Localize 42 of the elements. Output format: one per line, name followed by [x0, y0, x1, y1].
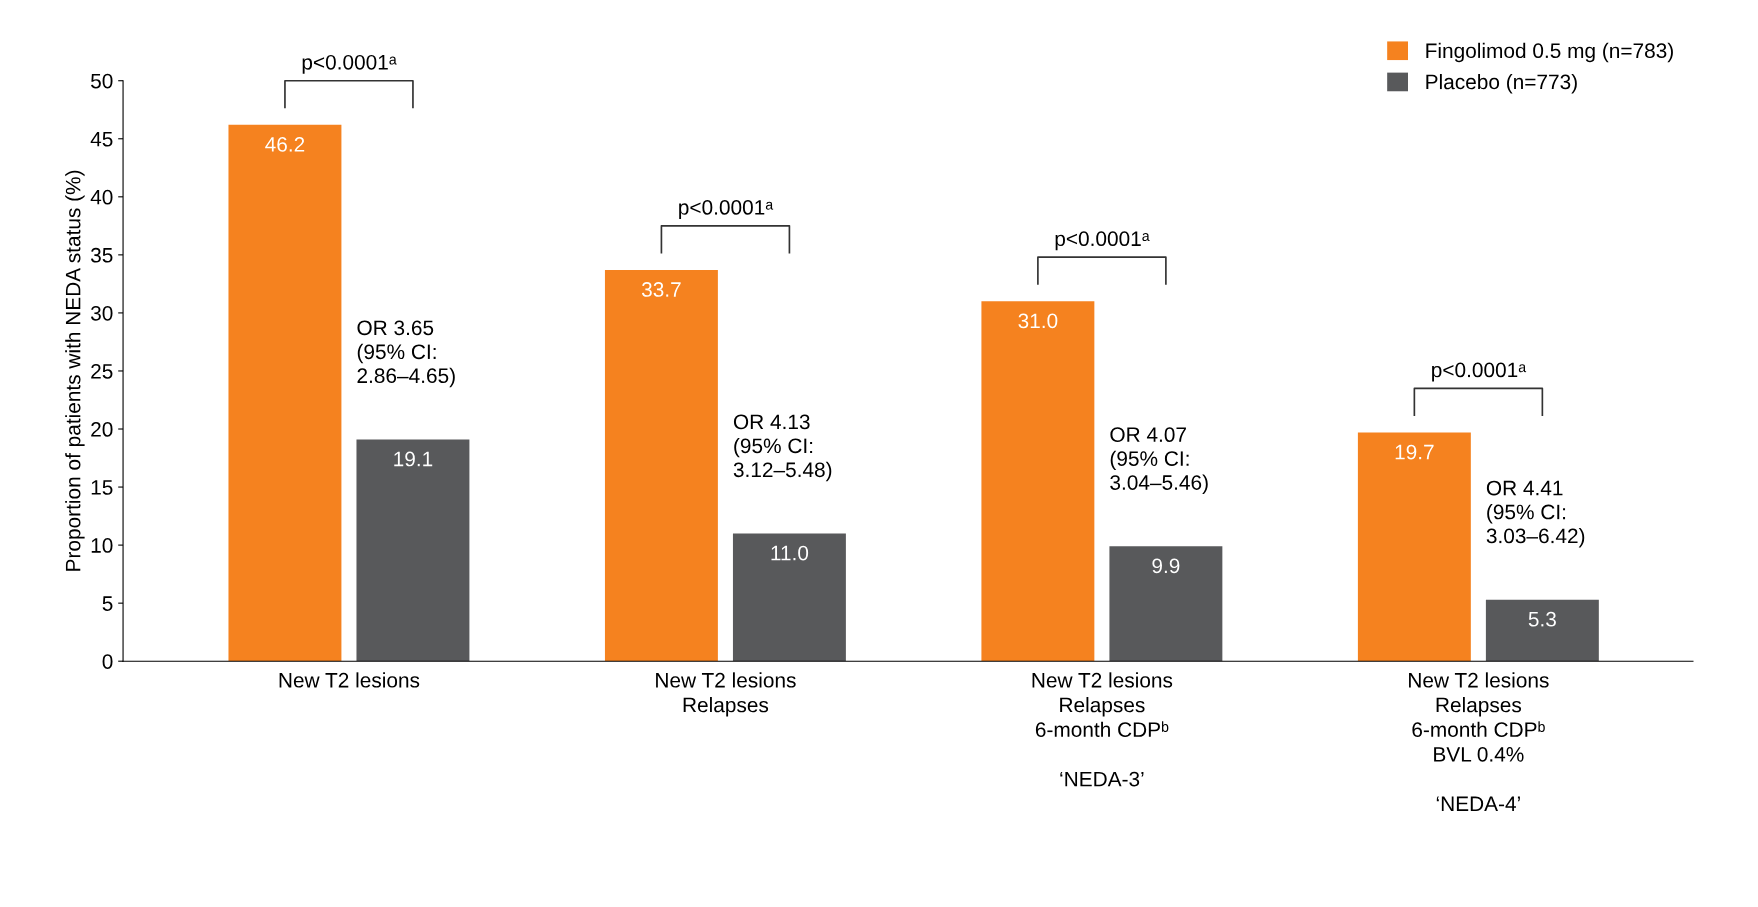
y-tick-label: 20	[91, 422, 113, 437]
x-tick-label: New T2 lesions Relapses	[656, 672, 796, 717]
annotation: OR 4.07 (95% CI: 3.04–5.46)	[1110, 427, 1208, 495]
y-tick-label: 25	[91, 363, 113, 379]
annotation: OR 3.65 (95% CI: 2.86–4.65)	[357, 320, 455, 388]
category-label: New T2 lesions Relapses 6-month CDPᵇ BVL 0.4% ‘NEDA-4’	[1409, 672, 1549, 811]
y-tick-label: 0	[102, 654, 113, 669]
data-label: 33.7	[641, 282, 681, 297]
bar	[1357, 432, 1471, 662]
annotation: OR 4.13 (95% CI: 3.12–5.48)	[733, 414, 832, 482]
y-tick-label: 45	[90, 131, 113, 147]
data-label: 46.2	[265, 137, 305, 152]
legend-label: Fingolimod 0.5 mg (n=783)	[1426, 42, 1673, 63]
y-tick-label: 35	[90, 247, 113, 263]
bar	[356, 439, 470, 662]
y-tick-label: 10	[91, 538, 113, 553]
legend-label: Placebo (n=773)	[1426, 73, 1577, 94]
data-label: 31.0	[1018, 313, 1058, 329]
annotation: p<0.0001ᵃ	[1432, 362, 1527, 382]
x-tick-label: New T2 lesions	[279, 672, 420, 688]
y-tick-label: 40	[90, 189, 113, 205]
bar	[1485, 599, 1599, 662]
y-tick-label: 15	[91, 480, 113, 495]
y-tick-label: 50	[91, 73, 113, 89]
data-label: 5.3	[1528, 611, 1556, 627]
category-label: New T2 lesions Relapses 6-month CDPᵇ ‘NEDA-3’	[1032, 672, 1173, 787]
y-axis-title: Proportion of patients with NEDA status (%)	[65, 170, 85, 571]
y-tick-label: 5	[102, 596, 113, 611]
bar	[981, 301, 1095, 662]
data-label: 19.1	[394, 451, 433, 467]
annotation: p<0.0001ᵃ	[679, 200, 774, 219]
bar	[228, 124, 342, 662]
data-label: 11.0	[771, 545, 809, 561]
y-tick-label: 30	[90, 305, 113, 321]
annotation: p<0.0001ᵃ	[1055, 231, 1150, 251]
data-label: 9.9	[1152, 558, 1180, 574]
text: p<0.0001ᵃ	[302, 54, 397, 74]
bar	[732, 533, 846, 662]
data-label: 19.7	[1395, 444, 1434, 460]
bar	[604, 269, 718, 662]
annotation: OR 4.41 (95% CI: 3.03–6.42)	[1486, 480, 1585, 548]
bar	[1109, 546, 1223, 662]
